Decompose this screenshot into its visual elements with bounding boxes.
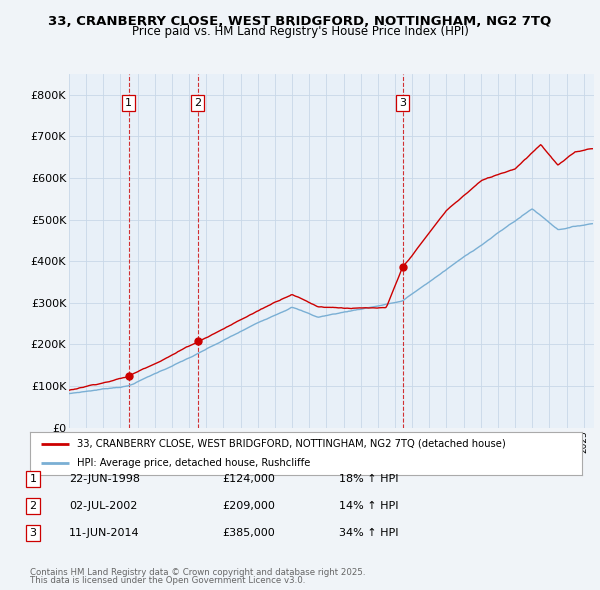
Text: 33, CRANBERRY CLOSE, WEST BRIDGFORD, NOTTINGHAM, NG2 7TQ (detached house): 33, CRANBERRY CLOSE, WEST BRIDGFORD, NOT… bbox=[77, 439, 506, 449]
Text: 3: 3 bbox=[399, 98, 406, 108]
Text: 1: 1 bbox=[125, 98, 132, 108]
Text: 22-JUN-1998: 22-JUN-1998 bbox=[69, 474, 140, 484]
Text: 3: 3 bbox=[29, 529, 37, 538]
Text: 18% ↑ HPI: 18% ↑ HPI bbox=[339, 474, 398, 484]
Text: 14% ↑ HPI: 14% ↑ HPI bbox=[339, 502, 398, 511]
Text: £124,000: £124,000 bbox=[222, 474, 275, 484]
Text: £209,000: £209,000 bbox=[222, 502, 275, 511]
Text: Contains HM Land Registry data © Crown copyright and database right 2025.: Contains HM Land Registry data © Crown c… bbox=[30, 568, 365, 577]
Text: 33, CRANBERRY CLOSE, WEST BRIDGFORD, NOTTINGHAM, NG2 7TQ: 33, CRANBERRY CLOSE, WEST BRIDGFORD, NOT… bbox=[49, 15, 551, 28]
Text: 2: 2 bbox=[194, 98, 201, 108]
Text: 02-JUL-2002: 02-JUL-2002 bbox=[69, 502, 137, 511]
Text: 1: 1 bbox=[29, 474, 37, 484]
Text: £385,000: £385,000 bbox=[222, 529, 275, 538]
Text: 2: 2 bbox=[29, 502, 37, 511]
Text: This data is licensed under the Open Government Licence v3.0.: This data is licensed under the Open Gov… bbox=[30, 576, 305, 585]
Text: HPI: Average price, detached house, Rushcliffe: HPI: Average price, detached house, Rush… bbox=[77, 458, 310, 468]
Text: 11-JUN-2014: 11-JUN-2014 bbox=[69, 529, 140, 538]
Text: 34% ↑ HPI: 34% ↑ HPI bbox=[339, 529, 398, 538]
Text: Price paid vs. HM Land Registry's House Price Index (HPI): Price paid vs. HM Land Registry's House … bbox=[131, 25, 469, 38]
